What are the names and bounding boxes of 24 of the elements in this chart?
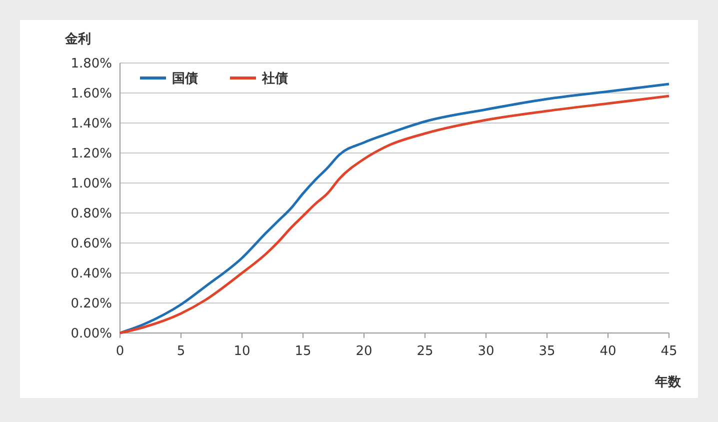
y-tick-label: 0.20% — [70, 296, 112, 312]
x-tick-label: 20 — [356, 344, 372, 359]
x-tick-label: 0 — [116, 344, 124, 359]
x-tick-label: 35 — [538, 344, 556, 359]
legend-label: 国債 — [172, 72, 198, 87]
y-tick-label: 1.60% — [70, 86, 112, 102]
y-tick-label: 1.00% — [70, 176, 112, 192]
y-tick-label: 0.80% — [70, 206, 112, 222]
y-tick-label: 1.20% — [70, 146, 112, 162]
y-tick-label: 1.80% — [70, 56, 112, 72]
y-tick-label: 1.40% — [70, 116, 112, 132]
x-tick-label: 5 — [176, 344, 186, 359]
x-tick-label: 30 — [478, 344, 494, 359]
legend-label: 社債 — [261, 70, 288, 87]
y-tick-label: 0.40% — [70, 266, 112, 282]
x-tick-label: 25 — [416, 344, 434, 359]
y-tick-label: 0.00% — [70, 326, 112, 342]
x-tick-label: 15 — [294, 344, 312, 359]
y-axis-title: 金利 — [64, 31, 91, 47]
y-tick-label: 0.60% — [70, 236, 112, 252]
x-tick-label: 10 — [234, 344, 250, 359]
x-tick-label: 45 — [660, 344, 678, 359]
x-axis-title: 年数 — [654, 375, 682, 390]
x-tick-label: 40 — [600, 344, 616, 359]
